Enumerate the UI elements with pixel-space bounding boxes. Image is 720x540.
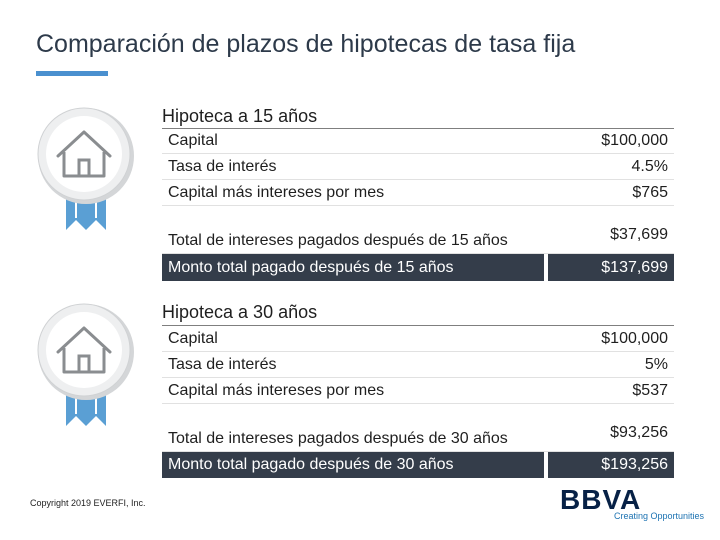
cell-gap [544, 452, 548, 478]
section-title-30: Hipoteca a 30 años [162, 302, 318, 322]
table-row: Total de intereses pagados después de 30… [162, 404, 674, 452]
table-row: Capital más intereses por mes $537 [162, 378, 674, 404]
cell-gap [544, 254, 548, 281]
page-title: Comparación de plazos de hipotecas de ta… [36, 30, 576, 58]
copyright-text: Copyright 2019 EVERFI, Inc. [30, 498, 146, 508]
table-15-years: Capital $100,000 Tasa de interés 4.5% Ca… [162, 128, 674, 281]
logo-wordmark: BBVA [560, 484, 642, 515]
house-award-badge-icon [37, 303, 134, 426]
title-underline [36, 71, 108, 76]
table-row: Capital más intereses por mes $765 [162, 180, 674, 206]
table-30-years: Capital $100,000 Tasa de interés 5% Capi… [162, 325, 674, 478]
table-row: Capital $100,000 [162, 326, 674, 352]
table-row: Capital $100,000 [162, 129, 674, 154]
section-title-15: Hipoteca a 15 años [162, 106, 318, 126]
logo-tagline: Creating Opportunities [614, 511, 705, 521]
table-row: Total de intereses pagados después de 15… [162, 206, 674, 254]
table-top-rule [162, 325, 674, 326]
table-row: Tasa de interés 4.5% [162, 154, 674, 180]
bbva-logo: BBVA [560, 484, 641, 516]
table-row: Tasa de interés 5% [162, 352, 674, 378]
table-top-rule [162, 128, 674, 129]
house-award-badge-icon [37, 107, 134, 230]
table-total-row: Monto total pagado después de 15 años $1… [162, 254, 674, 281]
table-total-row: Monto total pagado después de 30 años $1… [162, 452, 674, 478]
